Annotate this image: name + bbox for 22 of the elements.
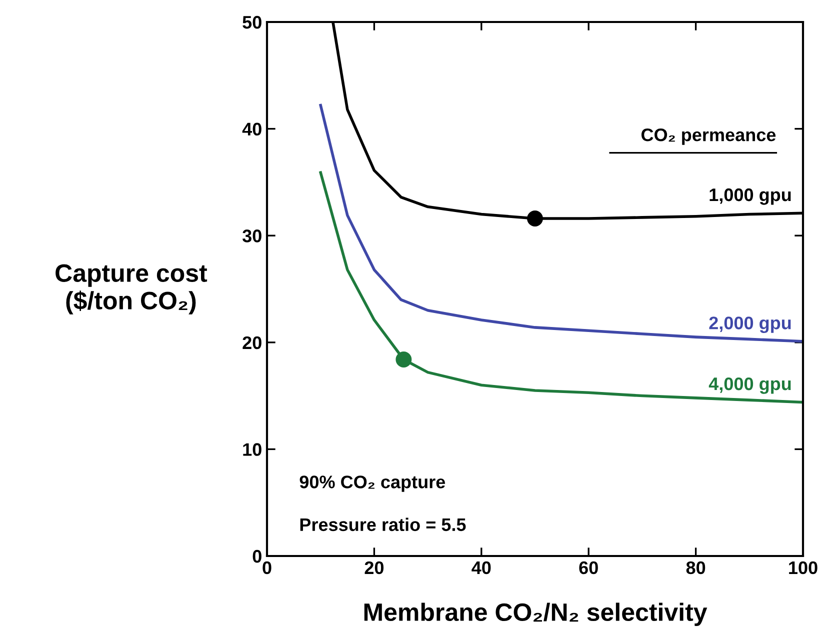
y-tick-label: 20: [242, 336, 262, 350]
x-tick-label: 20: [364, 561, 384, 574]
x-tick-label: 0: [262, 561, 272, 574]
series-label: 2,000 gpu: [709, 316, 791, 333]
annotation: 90% CO₂ capture: [300, 476, 446, 492]
x-tick-label: 80: [686, 561, 706, 574]
x-axis-title: Membrane CO₂/N₂ selectivity: [364, 602, 708, 626]
y-tick-label: 30: [242, 230, 262, 242]
annotation: Pressure ratio = 5.5: [300, 518, 466, 532]
series-label: 4,000 gpu: [708, 377, 791, 394]
x-tick-label: 100: [789, 561, 818, 574]
annotation: CO₂ permeance: [641, 128, 776, 145]
y-tick-label: 40: [242, 122, 262, 136]
y-axis-title: Capture cost ($/ton CO₂): [56, 264, 208, 314]
y-tick-label: 10: [243, 443, 262, 456]
y-tick-label: 50: [242, 16, 262, 29]
series-label: 1,000 gpu: [710, 188, 791, 205]
x-tick-label: 40: [472, 561, 491, 574]
x-tick-label: 60: [579, 561, 598, 574]
line-series: [319, 104, 803, 343]
y-tick-label: 0: [252, 550, 262, 563]
line-series: [319, 171, 803, 404]
